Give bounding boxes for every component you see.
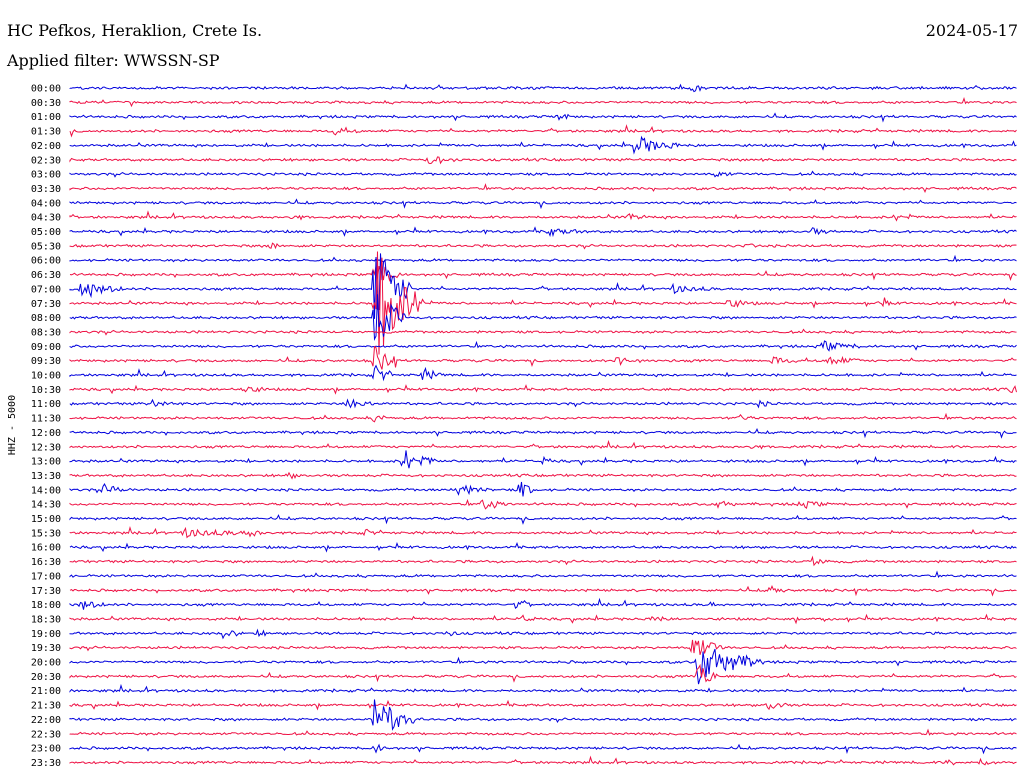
trace-0930: [70, 347, 1017, 370]
trace-1700: [70, 572, 1017, 577]
trace-1500: [70, 515, 1017, 523]
tick-label: 23:00: [31, 744, 61, 755]
tick-label: 12:00: [31, 428, 61, 439]
trace-1400: [70, 482, 1017, 496]
trace-0500: [70, 228, 1017, 236]
trace-group: [70, 85, 1017, 765]
trace-2130: [70, 701, 1017, 709]
y-axis-label: HHZ - 5000: [7, 395, 18, 455]
tick-label: 04:00: [31, 198, 61, 209]
trace-1530: [70, 528, 1017, 538]
trace-1630: [70, 557, 1017, 565]
tick-label: 09:00: [31, 342, 61, 353]
trace-2200: [70, 700, 1017, 730]
tick-label: 22:30: [31, 729, 61, 740]
tick-label: 07:00: [31, 284, 61, 295]
tick-label: 04:30: [31, 213, 61, 224]
trace-1230: [70, 442, 1017, 449]
trace-1300: [70, 450, 1017, 468]
trace-0200: [70, 137, 1017, 153]
trace-1930: [70, 640, 1017, 655]
trace-0300: [70, 172, 1017, 177]
trace-0000: [70, 85, 1017, 92]
tick-label: 23:30: [31, 758, 61, 769]
tick-label: 06:30: [31, 270, 61, 281]
trace-2000: [70, 649, 1017, 684]
trace-0830: [70, 329, 1017, 334]
trace-2100: [70, 686, 1017, 693]
trace-0730: [70, 252, 1017, 355]
tick-label: 14:30: [31, 500, 61, 511]
tick-label: 01:30: [31, 127, 61, 138]
trace-0630: [70, 266, 1017, 280]
trace-2300: [70, 745, 1017, 753]
tick-label: 19:00: [31, 629, 61, 640]
trace-1100: [70, 400, 1017, 407]
tick-label: 16:30: [31, 557, 61, 568]
tick-label: 11:00: [31, 399, 61, 410]
trace-2230: [70, 730, 1017, 735]
trace-1430: [70, 500, 1017, 509]
tick-label: 15:30: [31, 528, 61, 539]
tick-label: 12:30: [31, 442, 61, 453]
tick-label: 20:00: [31, 658, 61, 669]
tick-label: 00:00: [31, 84, 61, 95]
trace-2330: [70, 757, 1017, 765]
tick-label: 09:30: [31, 356, 61, 367]
tick-label: 17:00: [31, 571, 61, 582]
tick-label: 05:30: [31, 241, 61, 252]
tick-label: 21:30: [31, 701, 61, 712]
trace-1600: [70, 543, 1017, 551]
trace-0700: [70, 253, 1017, 319]
tick-label: 02:30: [31, 155, 61, 166]
trace-1800: [70, 600, 1017, 610]
trace-1730: [70, 586, 1017, 595]
tick-label: 08:30: [31, 327, 61, 338]
tick-label: 10:30: [31, 385, 61, 396]
tick-label: 16:00: [31, 543, 61, 554]
tick-label: 10:00: [31, 371, 61, 382]
trace-1030: [70, 386, 1017, 394]
tick-label: 13:00: [31, 457, 61, 468]
tick-label: 00:30: [31, 98, 61, 109]
trace-1000: [70, 366, 1017, 380]
tick-label: 18:00: [31, 600, 61, 611]
tick-label: 15:00: [31, 514, 61, 525]
tick-label: 03:30: [31, 184, 61, 195]
trace-0030: [70, 99, 1017, 106]
tick-label: 21:00: [31, 686, 61, 697]
tick-label: 19:30: [31, 643, 61, 654]
tick-label-group: 00:00 00:30 01:00 01:30 02:00 02:30 03:00 03:30…: [31, 84, 61, 769]
trace-1330: [70, 473, 1017, 479]
tick-label: 18:30: [31, 614, 61, 625]
tick-label: 13:30: [31, 471, 61, 482]
tick-label: 03:00: [31, 170, 61, 181]
trace-0430: [70, 212, 1017, 220]
tick-label: 07:30: [31, 299, 61, 310]
trace-0600: [70, 256, 1017, 261]
trace-2030: [70, 665, 1017, 681]
trace-0100: [70, 114, 1017, 121]
tick-label: 08:00: [31, 313, 61, 324]
tick-label: 14:00: [31, 485, 61, 496]
trace-0530: [70, 243, 1017, 248]
tick-label: 17:30: [31, 586, 61, 597]
tick-label: 11:30: [31, 414, 61, 425]
trace-0900: [70, 341, 1017, 351]
trace-1830: [70, 615, 1017, 623]
trace-0400: [70, 200, 1017, 208]
tick-label: 02:00: [31, 141, 61, 152]
tick-label: 20:30: [31, 672, 61, 683]
tick-label: 06:00: [31, 256, 61, 267]
trace-0330: [70, 185, 1017, 192]
trace-1200: [70, 429, 1017, 437]
tick-label: 01:00: [31, 112, 61, 123]
trace-1130: [70, 414, 1017, 422]
trace-0130: [70, 126, 1017, 136]
trace-0230: [70, 157, 1017, 164]
trace-1900: [70, 630, 1017, 638]
tick-label: 22:00: [31, 715, 61, 726]
tick-label: 05:00: [31, 227, 61, 238]
